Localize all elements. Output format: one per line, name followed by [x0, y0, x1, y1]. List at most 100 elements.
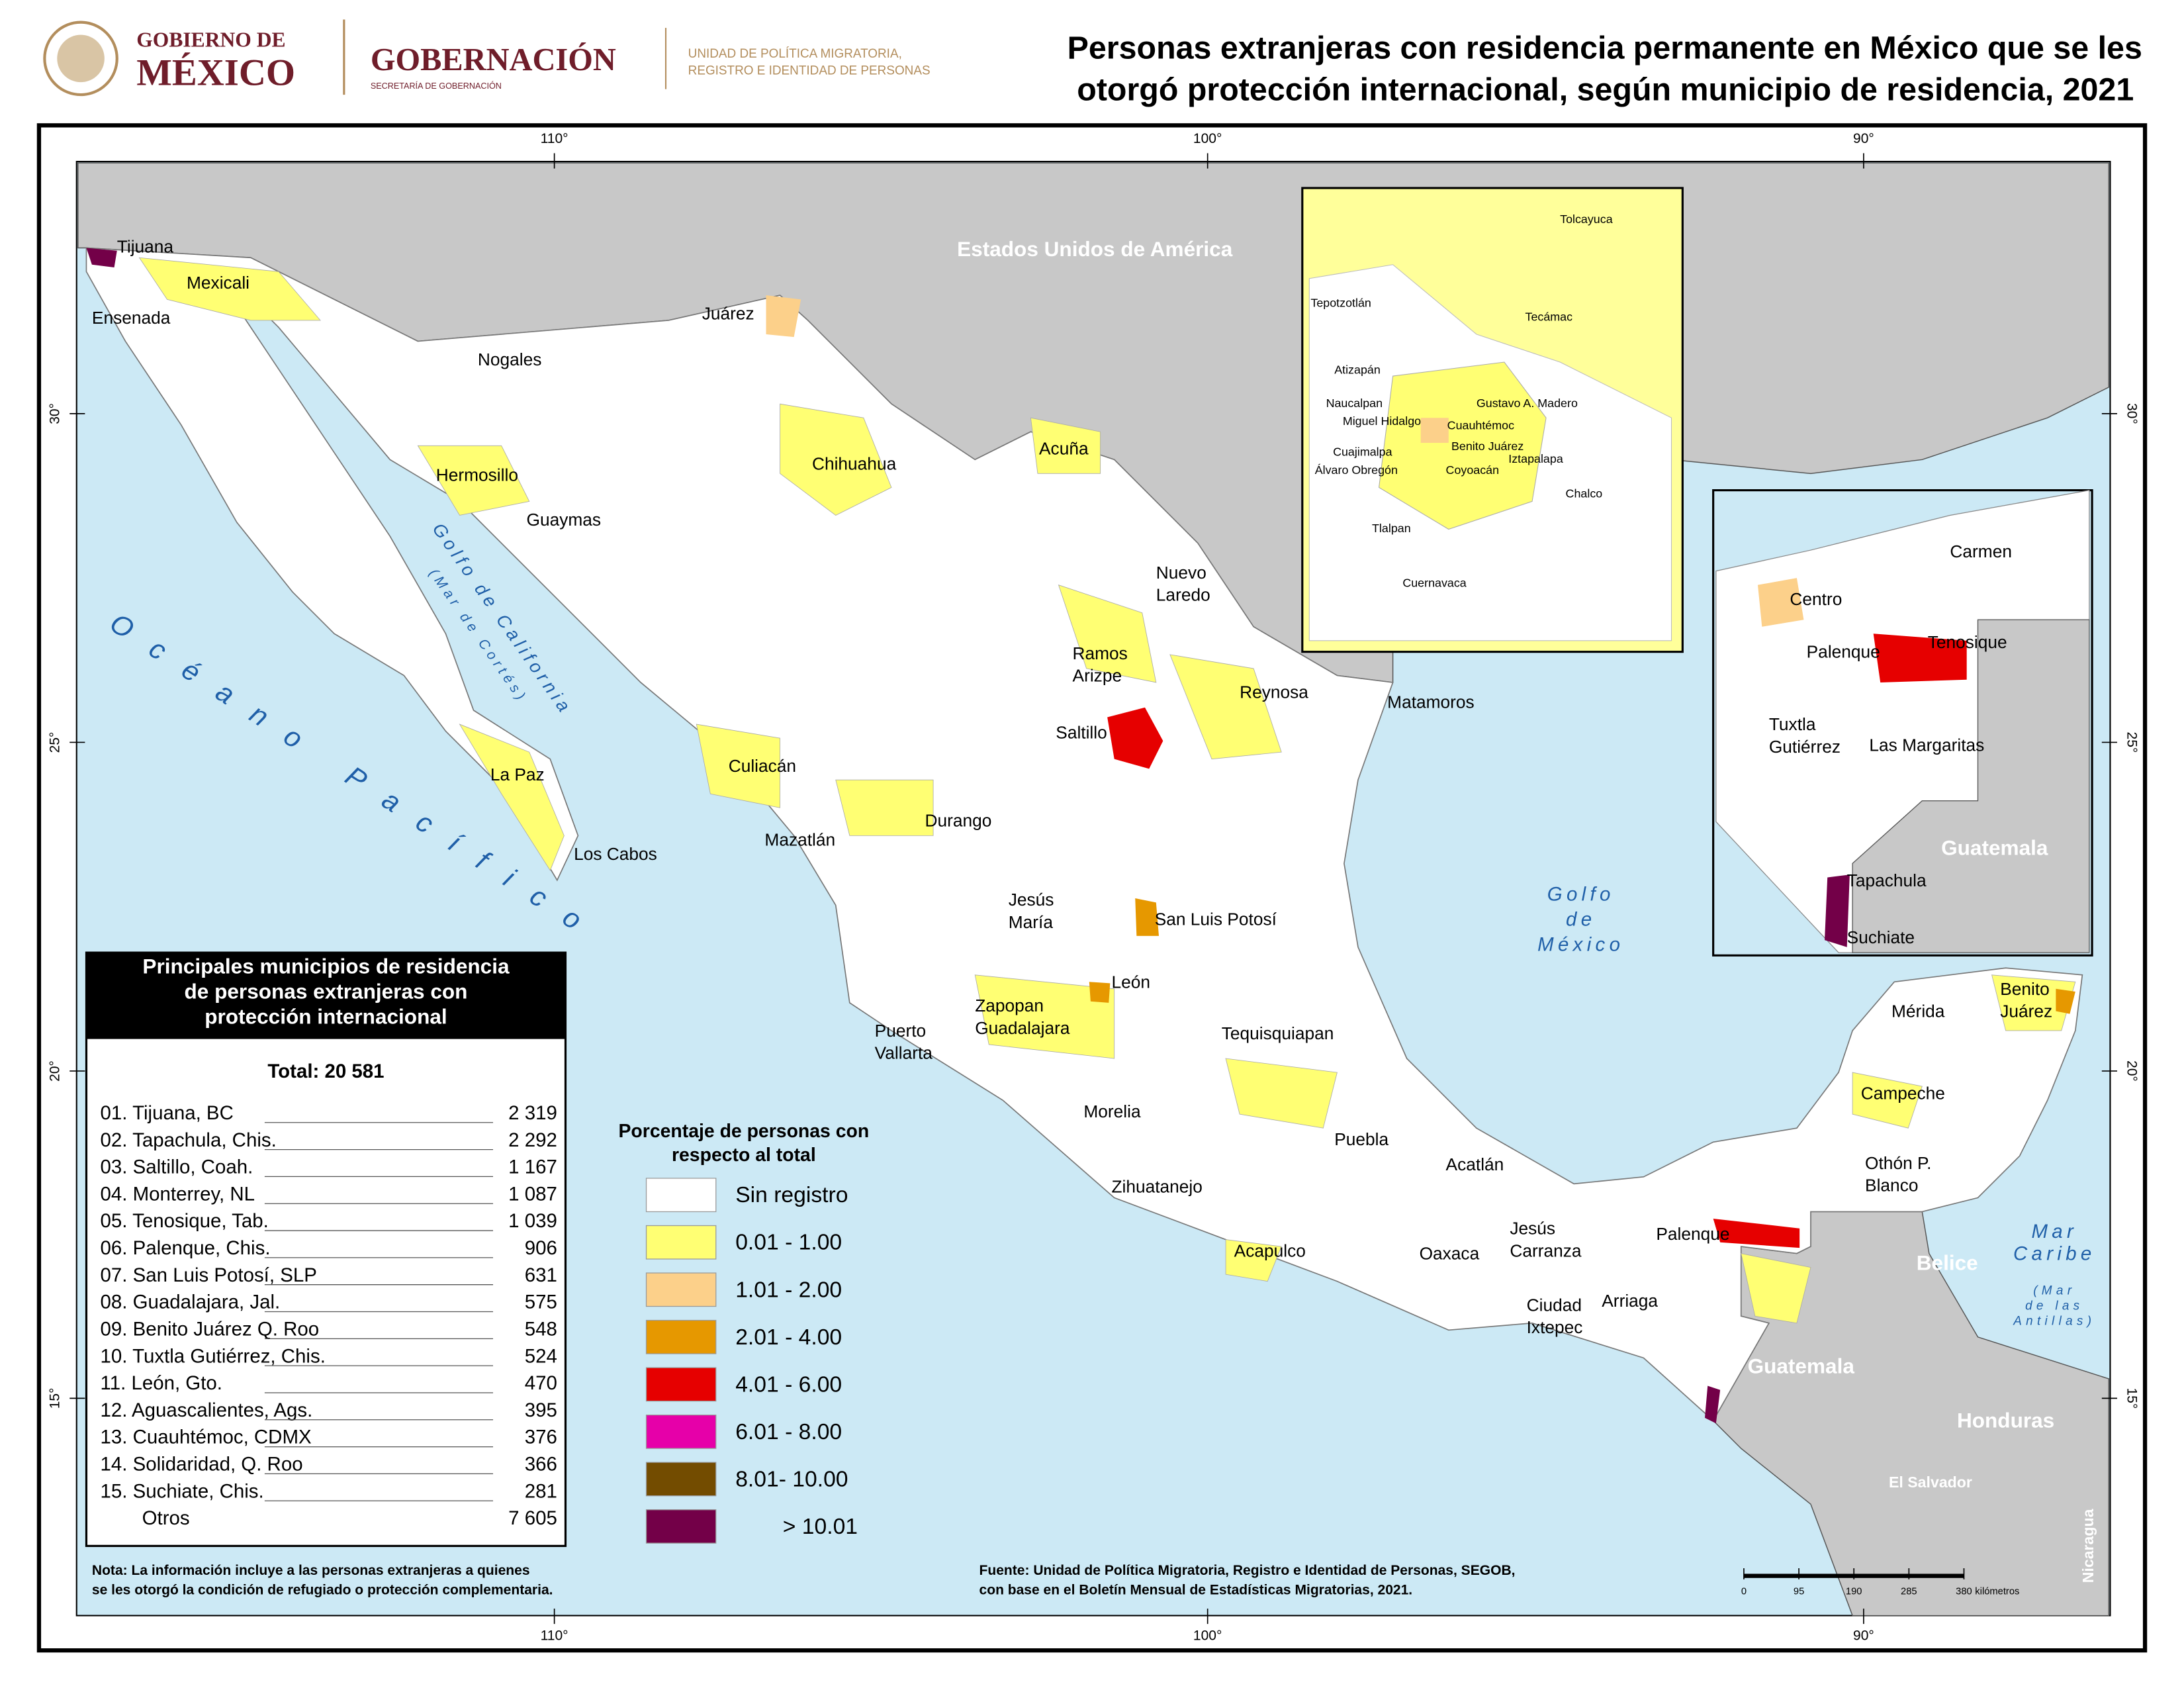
legend-label: 8.01- 10.00 [735, 1467, 848, 1491]
table-title: Principales municipios de residencia [142, 955, 510, 978]
place-label: Carmen [1950, 541, 2012, 561]
legend-label: > 10.01 [783, 1515, 858, 1539]
water-label: Antillas) [2013, 1315, 2095, 1329]
water-label: de las [2025, 1299, 2083, 1313]
table-row-label: 01. Tijuana, BC [101, 1102, 234, 1124]
place-label: Puerto [875, 1021, 926, 1041]
longitude-label: 90° [1853, 131, 1874, 146]
place-label: Othón P. [1865, 1153, 1931, 1173]
place-label: Naucalpan [1326, 397, 1383, 410]
palenque-area [1713, 1218, 1800, 1248]
place-label: Nuevo [1156, 563, 1206, 583]
longitude-label: 110° [541, 1628, 569, 1644]
legend-label: 6.01 - 8.00 [735, 1420, 842, 1444]
place-label: Suchiate [1847, 927, 1915, 947]
legend-swatch [645, 1319, 717, 1354]
legend-title: respecto al total [672, 1145, 816, 1166]
place-label: Zapopan [975, 996, 1044, 1015]
header: GOBIERNO DE MÉXICO GOBERNACIÓN SECRETARÍ… [43, 19, 2142, 108]
place-label: Acapulco [1234, 1241, 1306, 1260]
place-label: Nogales [478, 350, 541, 369]
place-label: Los Cabos [574, 844, 657, 864]
water-label: Mar [2031, 1221, 2077, 1243]
table-row-value: 548 [525, 1318, 557, 1340]
juarez-area [766, 295, 801, 338]
table-row-label: 09. Benito Juárez Q. Roo [101, 1318, 320, 1340]
scale-label: 0 [1741, 1587, 1747, 1597]
municipality [417, 445, 530, 516]
longitude-label: 100° [1193, 131, 1222, 146]
place-label: Tapachula [1847, 870, 1927, 890]
place-label: Carranza [1510, 1241, 1582, 1260]
table-row-value: 631 [525, 1264, 557, 1286]
tapachula-inset-area [1825, 874, 1850, 947]
cuauhtemoc-area [1420, 418, 1449, 444]
place-label: Palenque [1656, 1224, 1729, 1244]
table-row-value: 7 605 [508, 1507, 557, 1529]
place-label: Mazatlán [764, 830, 835, 850]
source: con base en el Boletín Mensual de Estadí… [979, 1582, 1413, 1597]
legend-swatch [645, 1509, 717, 1544]
place-label: Vallarta [875, 1043, 933, 1063]
place-label: Atizapán [1334, 363, 1381, 376]
country-label: El Salvador [1889, 1474, 1972, 1491]
table-row-label: 12. Aguascalientes, Ags. [101, 1399, 313, 1421]
title: otorgó protección internacional, según m… [1077, 72, 2134, 108]
place-label: Guadalajara [975, 1018, 1070, 1038]
legend-label: 1.01 - 2.00 [735, 1278, 842, 1302]
place-label: Oaxaca [1420, 1244, 1480, 1264]
place-label: San Luis Potosí [1155, 910, 1277, 929]
municipality [1058, 584, 1157, 683]
legend-swatch [645, 1367, 717, 1402]
water-label: Golfo [1547, 884, 1615, 906]
place-label: Cuajimalpa [1333, 445, 1392, 459]
place-label: Tenosique [1928, 632, 2007, 652]
place-label: Reynosa [1240, 682, 1308, 702]
place-label: Arriaga [1602, 1291, 1658, 1311]
table-row-value: 906 [525, 1237, 557, 1259]
slp-area [1135, 898, 1160, 936]
scale-label: 95 [1794, 1587, 1804, 1597]
place-label: Ciudad [1527, 1295, 1582, 1315]
place-label: Benito [2000, 979, 2050, 999]
municipality [1030, 417, 1101, 474]
table-total: Total: 20 581 [267, 1060, 384, 1082]
legend-swatch [645, 1272, 717, 1307]
place-label: Durango [925, 810, 991, 830]
legend-title: Porcentaje de personas con [618, 1121, 869, 1142]
place-label: Mexicali [187, 273, 250, 293]
scale-unit: kilómetros [1975, 1587, 2019, 1597]
table-row-label: 04. Monterrey, NL [101, 1183, 255, 1205]
table-row-label: 11. León, Gto. [101, 1372, 222, 1394]
table-row-value: 524 [525, 1345, 557, 1367]
benito-juarez-area [2056, 988, 2075, 1014]
place-label: La Paz [490, 765, 545, 784]
water-label: México [1537, 933, 1624, 955]
emblem [43, 21, 118, 97]
legend-label: 0.01 - 1.00 [735, 1231, 842, 1255]
place-label: Álvaro Obregón [1315, 463, 1398, 477]
place-label: Matamoros [1387, 692, 1475, 712]
place-label: Saltillo [1056, 723, 1107, 743]
water-label: Caribe [2013, 1243, 2096, 1264]
municipality [1741, 1253, 1811, 1324]
place-label: Iztapalapa [1508, 452, 1563, 465]
table-row-label: 07. San Luis Potosí, SLP [101, 1264, 317, 1286]
place-label: Gustavo A. Madero [1477, 397, 1578, 410]
place-label: Culiacán [729, 756, 796, 776]
place-label: Cuernavaca [1402, 576, 1466, 589]
place-label: Miguel Hidalgo [1343, 414, 1421, 428]
place-label: Acatlán [1446, 1154, 1504, 1174]
legend-swatch [645, 1178, 717, 1213]
municipality [696, 724, 780, 808]
place-label: Coyoacán [1446, 463, 1500, 477]
table-header [86, 953, 566, 1039]
municipality [974, 974, 1115, 1059]
place-label: Palenque [1807, 642, 1880, 662]
place-label: Centro [1790, 589, 1842, 609]
table-row-value: 1 167 [508, 1156, 557, 1178]
latitude-label: 25° [48, 732, 63, 753]
tijuana-area [86, 248, 117, 267]
place-label: Juárez [2000, 1002, 2052, 1021]
